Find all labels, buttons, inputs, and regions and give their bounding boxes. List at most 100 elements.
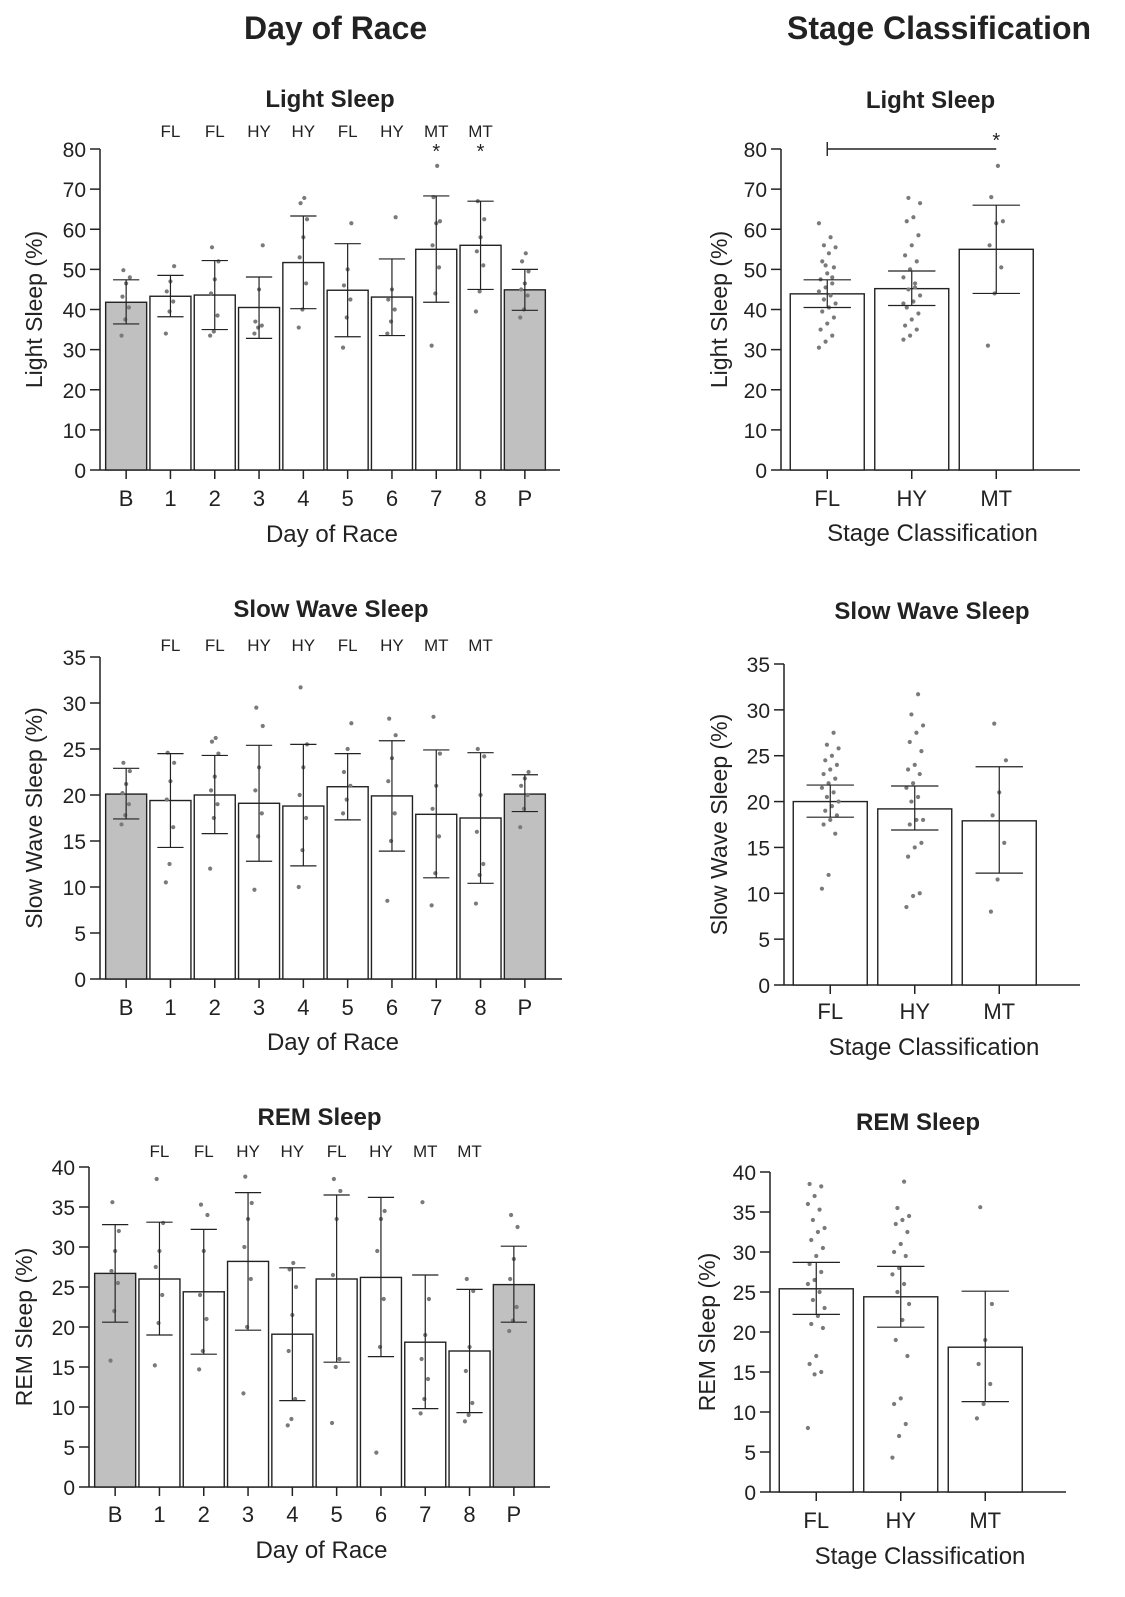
stage-label: FL bbox=[161, 636, 181, 655]
data-point bbox=[160, 1293, 164, 1297]
stage-label: MT bbox=[424, 122, 449, 141]
y-tick-label: 20 bbox=[63, 785, 86, 808]
data-point bbox=[474, 309, 478, 313]
significance-marker: * bbox=[432, 141, 440, 163]
data-point bbox=[481, 862, 485, 866]
data-point bbox=[833, 301, 837, 305]
data-point bbox=[507, 1329, 511, 1333]
x-axis-label-rem-sleep-stage: Stage Classification bbox=[815, 1543, 1026, 1570]
data-point bbox=[470, 1401, 474, 1405]
data-point bbox=[809, 1238, 813, 1242]
data-point bbox=[253, 788, 257, 792]
data-point bbox=[260, 811, 264, 815]
x-axis-label-light-sleep-stage: Stage Classification bbox=[827, 520, 1038, 547]
data-point bbox=[349, 221, 353, 225]
data-point bbox=[817, 346, 821, 350]
y-tick-label: 30 bbox=[744, 340, 767, 363]
x-tick-label-B: B bbox=[119, 995, 134, 1020]
stage-label: HY bbox=[292, 636, 316, 655]
data-point bbox=[811, 1218, 815, 1222]
data-point bbox=[817, 221, 821, 225]
x-tick-label-B: B bbox=[119, 486, 134, 511]
data-point bbox=[474, 901, 478, 905]
data-point bbox=[901, 275, 905, 279]
data-point bbox=[476, 747, 480, 751]
data-point bbox=[119, 822, 123, 826]
chart-title-light-sleep-day: Light Sleep bbox=[265, 86, 394, 113]
y-tick-label: 40 bbox=[52, 1157, 75, 1180]
x-axis-label-light-sleep-day: Day of Race bbox=[266, 521, 398, 548]
data-point bbox=[911, 215, 915, 219]
data-point bbox=[375, 1249, 379, 1253]
data-point bbox=[210, 740, 214, 744]
data-point bbox=[515, 1305, 519, 1309]
y-tick-label: 40 bbox=[744, 300, 767, 323]
x-tick-label-7: 7 bbox=[419, 1502, 431, 1527]
data-point bbox=[155, 1177, 159, 1181]
x-tick-label-P: P bbox=[518, 995, 533, 1020]
bar-P bbox=[504, 794, 545, 979]
x-tick-label-FL: FL bbox=[817, 999, 843, 1024]
y-tick-label: 10 bbox=[747, 883, 770, 906]
x-tick-label-7: 7 bbox=[430, 995, 442, 1020]
data-point bbox=[828, 818, 832, 822]
bar-B bbox=[106, 794, 147, 979]
data-point bbox=[823, 263, 827, 267]
data-point bbox=[812, 1194, 816, 1198]
y-axis-label-light-sleep-stage: Light Sleep (%) bbox=[706, 231, 732, 388]
data-point bbox=[165, 798, 169, 802]
data-point bbox=[822, 1306, 826, 1310]
data-point bbox=[509, 1213, 513, 1217]
data-point bbox=[127, 802, 131, 806]
x-tick-label-FL: FL bbox=[814, 486, 840, 511]
x-tick-label-3: 3 bbox=[242, 1502, 254, 1527]
data-point bbox=[818, 327, 822, 331]
data-point bbox=[215, 802, 219, 806]
x-tick-label-MT: MT bbox=[980, 486, 1012, 511]
stage-label: FL bbox=[150, 1142, 170, 1161]
y-tick-label: 20 bbox=[747, 792, 770, 815]
data-point bbox=[894, 1338, 898, 1342]
data-point bbox=[904, 1254, 908, 1258]
data-point bbox=[386, 779, 390, 783]
data-point bbox=[242, 1245, 246, 1249]
data-point bbox=[833, 832, 837, 836]
y-tick-label: 30 bbox=[733, 1242, 756, 1265]
data-point bbox=[831, 790, 835, 794]
stage-label: FL bbox=[338, 122, 358, 141]
data-point bbox=[907, 1302, 911, 1306]
bar-FL bbox=[790, 294, 864, 470]
y-tick-label: 5 bbox=[744, 1442, 756, 1465]
data-point bbox=[832, 265, 836, 269]
data-point bbox=[819, 1184, 823, 1188]
data-point bbox=[905, 1230, 909, 1234]
data-point bbox=[210, 245, 214, 249]
data-point bbox=[918, 201, 922, 205]
x-tick-label-HY: HY bbox=[885, 1508, 916, 1533]
data-point bbox=[420, 1200, 424, 1204]
data-point bbox=[342, 770, 346, 774]
data-point bbox=[916, 311, 920, 315]
data-point bbox=[167, 862, 171, 866]
data-point bbox=[198, 1293, 202, 1297]
data-point bbox=[823, 809, 827, 813]
data-point bbox=[835, 763, 839, 767]
data-point bbox=[833, 245, 837, 249]
data-point bbox=[120, 791, 124, 795]
x-tick-label-4: 4 bbox=[297, 995, 309, 1020]
data-point bbox=[833, 777, 837, 781]
y-tick-label: 15 bbox=[52, 1357, 75, 1380]
x-tick-label-B: B bbox=[108, 1502, 123, 1527]
data-point bbox=[437, 265, 441, 269]
y-tick-label: 50 bbox=[744, 259, 767, 282]
data-point bbox=[903, 323, 907, 327]
data-point bbox=[253, 319, 257, 323]
data-point bbox=[437, 834, 441, 838]
data-point bbox=[199, 1203, 203, 1207]
data-point bbox=[348, 297, 352, 301]
x-tick-label-1: 1 bbox=[164, 995, 176, 1020]
y-tick-label: 35 bbox=[52, 1197, 75, 1220]
y-tick-label: 60 bbox=[744, 219, 767, 242]
data-point bbox=[895, 1290, 899, 1294]
